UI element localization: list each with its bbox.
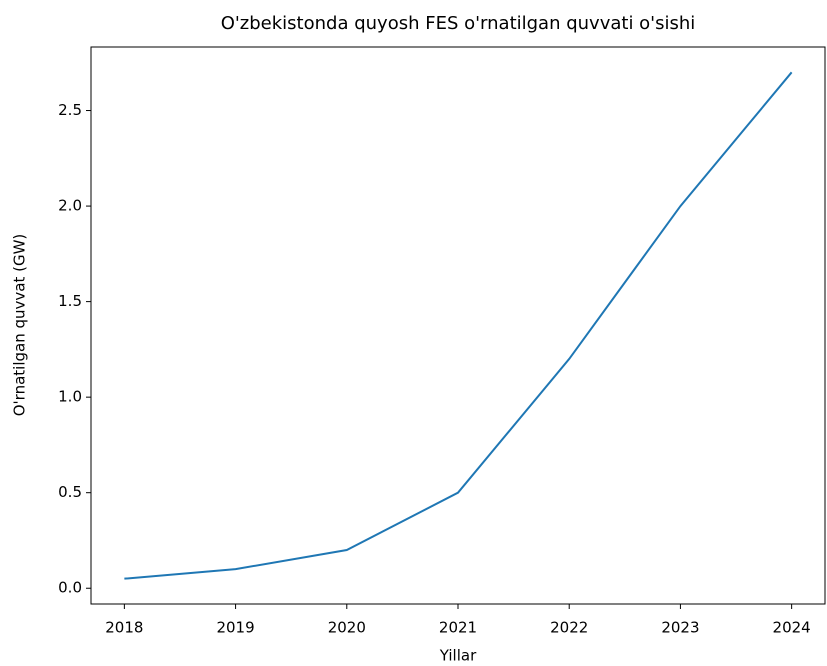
y-tick-label: 1.0 xyxy=(58,388,82,406)
x-tick-label: 2019 xyxy=(216,619,254,637)
x-tick-label: 2021 xyxy=(439,619,477,637)
y-tick-label: 0.0 xyxy=(58,579,82,597)
y-tick-label: 2.0 xyxy=(58,197,82,215)
plot-frame xyxy=(90,46,826,605)
x-tick-label: 2018 xyxy=(105,619,143,637)
x-tick-label: 2023 xyxy=(661,619,699,637)
chart-title: O'zbekistonda quyosh FES o'rnatilgan quv… xyxy=(221,13,696,34)
x-axis-label: Yillar xyxy=(439,647,477,665)
data-line xyxy=(124,71,793,580)
y-axis-label: O'rnatilgan quvvat (GW) xyxy=(11,234,29,417)
y-tick-label: 1.5 xyxy=(58,292,82,310)
y-tick-label: 2.5 xyxy=(58,101,82,119)
x-tick-label: 2020 xyxy=(328,619,366,637)
y-tick-label: 0.5 xyxy=(58,483,82,501)
x-tick-label: 2024 xyxy=(773,619,811,637)
x-tick-label: 2022 xyxy=(550,619,588,637)
